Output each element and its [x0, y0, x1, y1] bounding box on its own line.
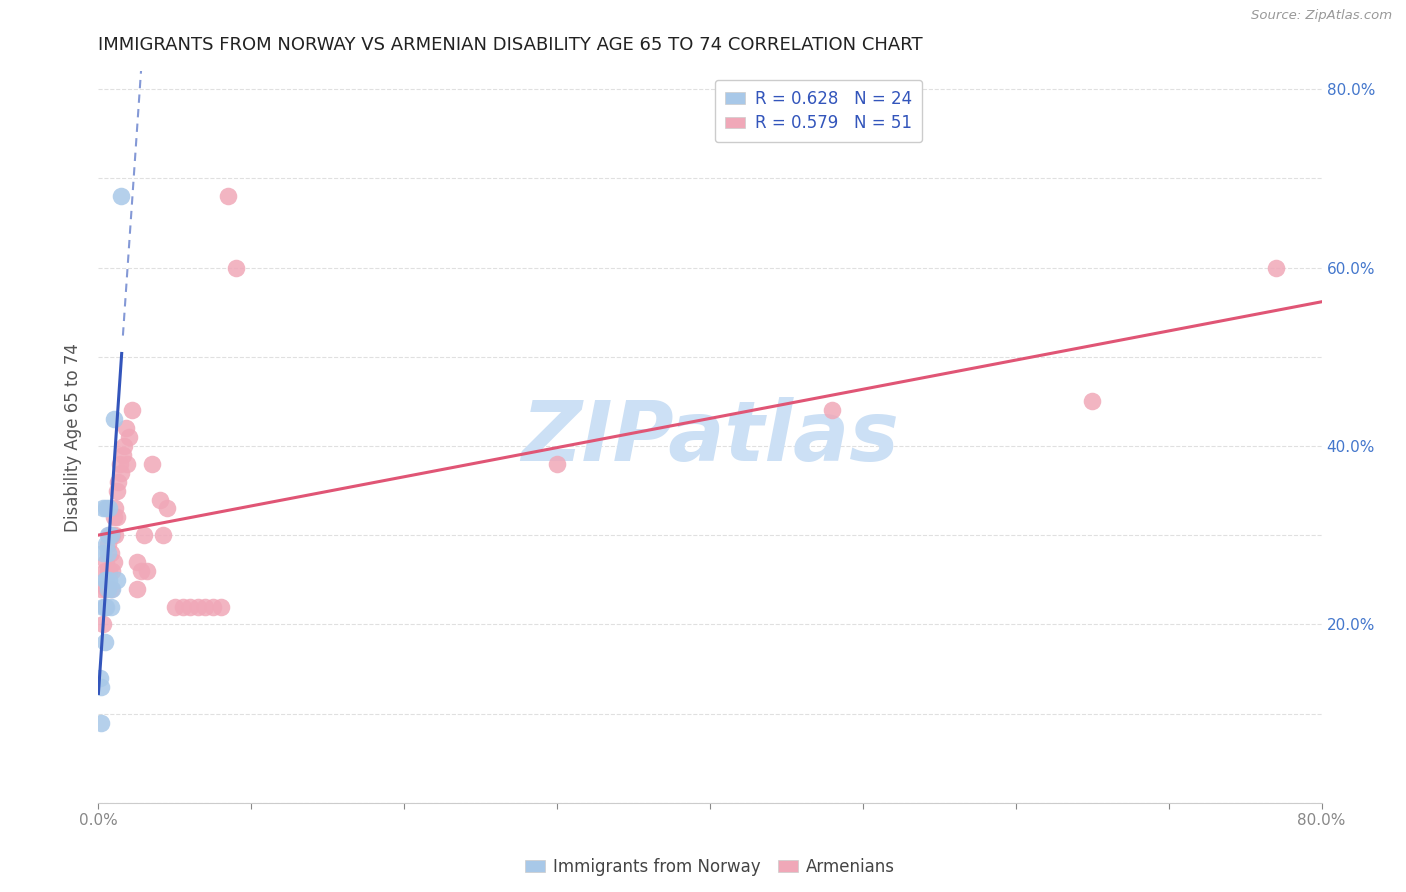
Point	[98, 528, 121, 542]
Point	[105, 573, 128, 587]
Point	[110, 189, 132, 203]
Point	[108, 457, 131, 471]
Point	[101, 564, 124, 578]
Point	[90, 582, 112, 596]
Point	[93, 564, 115, 578]
Legend: Immigrants from Norway, Armenians: Immigrants from Norway, Armenians	[519, 851, 901, 882]
Point	[93, 635, 115, 649]
Point	[100, 582, 122, 596]
Point	[134, 528, 156, 542]
Point	[104, 528, 127, 542]
Point	[103, 412, 125, 426]
Point	[141, 457, 163, 471]
Point	[94, 599, 117, 614]
Point	[110, 466, 132, 480]
Point	[97, 537, 120, 551]
Point	[94, 501, 117, 516]
Point	[209, 599, 232, 614]
Point	[107, 475, 129, 489]
Point	[217, 189, 239, 203]
Point	[91, 599, 114, 614]
Point	[125, 582, 148, 596]
Point	[187, 599, 209, 614]
Text: ZIPatlas: ZIPatlas	[522, 397, 898, 477]
Point	[94, 573, 117, 587]
Point	[118, 430, 141, 444]
Point	[105, 483, 128, 498]
Point	[225, 260, 247, 275]
Point	[93, 573, 115, 587]
Point	[98, 564, 121, 578]
Text: Source: ZipAtlas.com: Source: ZipAtlas.com	[1251, 9, 1392, 22]
Point	[163, 599, 186, 614]
Point	[121, 403, 143, 417]
Point	[101, 528, 124, 542]
Point	[98, 573, 121, 587]
Point	[98, 501, 121, 516]
Point	[105, 510, 128, 524]
Point	[101, 582, 124, 596]
Point	[103, 510, 125, 524]
Point	[100, 528, 122, 542]
Point	[94, 555, 117, 569]
Point	[194, 599, 217, 614]
Point	[179, 599, 201, 614]
Point	[91, 546, 114, 560]
Point	[104, 501, 127, 516]
Point	[821, 403, 844, 417]
Point	[172, 599, 194, 614]
Point	[1264, 260, 1286, 275]
Point	[97, 528, 120, 542]
Point	[91, 617, 114, 632]
Point	[202, 599, 225, 614]
Point	[100, 599, 122, 614]
Text: IMMIGRANTS FROM NORWAY VS ARMENIAN DISABILITY AGE 65 TO 74 CORRELATION CHART: IMMIGRANTS FROM NORWAY VS ARMENIAN DISAB…	[98, 36, 924, 54]
Point	[129, 564, 152, 578]
Point	[156, 501, 179, 516]
Point	[89, 671, 111, 685]
Point	[93, 599, 115, 614]
Point	[91, 501, 114, 516]
Point	[94, 537, 117, 551]
Point	[97, 564, 120, 578]
Point	[90, 680, 112, 694]
Point	[115, 421, 138, 435]
Y-axis label: Disability Age 65 to 74: Disability Age 65 to 74	[65, 343, 83, 532]
Point	[103, 555, 125, 569]
Point	[97, 546, 120, 560]
Point	[93, 599, 115, 614]
Point	[152, 528, 174, 542]
Point	[100, 546, 122, 560]
Point	[112, 439, 135, 453]
Point	[149, 492, 172, 507]
Point	[546, 457, 568, 471]
Point	[90, 715, 112, 730]
Point	[1081, 394, 1104, 409]
Point	[125, 555, 148, 569]
Point	[136, 564, 159, 578]
Point	[117, 457, 139, 471]
Point	[97, 582, 120, 596]
Point	[111, 448, 134, 462]
Point	[94, 582, 117, 596]
